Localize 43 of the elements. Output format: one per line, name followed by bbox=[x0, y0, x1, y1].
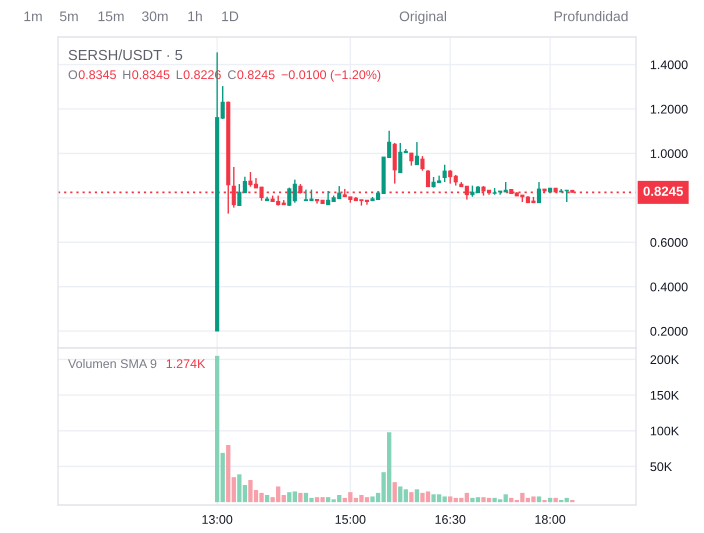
bar bbox=[548, 498, 552, 502]
text: 1m bbox=[24, 12, 42, 22]
y-tick-label: 150K bbox=[650, 390, 679, 400]
text: SERSH/USDT · 5 bbox=[68, 49, 182, 60]
y-tick-label: 50K bbox=[650, 462, 672, 472]
y-tick-label: 1.0000 bbox=[650, 149, 688, 158]
bar bbox=[553, 498, 558, 502]
text: 1D bbox=[222, 12, 238, 22]
y-tick-label: 1.2000 bbox=[650, 104, 688, 114]
bar bbox=[409, 492, 414, 502]
y-tick-label: 0.4000 bbox=[650, 282, 688, 292]
text: 30m bbox=[142, 11, 168, 22]
bar bbox=[298, 492, 303, 502]
annotation: H0.8345 bbox=[123, 70, 170, 80]
candlestick bbox=[426, 169, 430, 188]
annotation: 1.274K bbox=[166, 359, 206, 368]
y-tick-label: 1.4000 bbox=[650, 60, 688, 70]
annotation: C0.8245 bbox=[228, 70, 275, 80]
candlestick bbox=[420, 155, 425, 172]
text: Profundidad bbox=[554, 11, 628, 22]
y-tick-label: 100K bbox=[650, 426, 679, 436]
candlestick bbox=[442, 164, 447, 183]
text: 15m bbox=[98, 12, 124, 22]
annotation: −0.0100 (−1.20%) bbox=[282, 70, 380, 82]
candlestick bbox=[536, 181, 542, 204]
text: Original bbox=[400, 11, 446, 24]
y-tick-label: 0.2000 bbox=[650, 326, 688, 336]
x-tick-label: 13:00 bbox=[202, 515, 232, 524]
x-tick-label: 16:30 bbox=[436, 515, 466, 524]
bar bbox=[392, 482, 397, 502]
x-tick-label: 18:00 bbox=[535, 515, 566, 524]
ref-line-label: 0.8245 bbox=[644, 186, 683, 196]
candlestick bbox=[409, 152, 414, 166]
annotation: O0.8345 bbox=[68, 70, 116, 80]
bar bbox=[414, 489, 420, 502]
text: 1h bbox=[188, 11, 202, 22]
text: 5m bbox=[60, 12, 78, 22]
y-tick-label: 200K bbox=[650, 355, 679, 364]
x-tick-label: 15:00 bbox=[336, 515, 366, 524]
candlestick bbox=[414, 141, 419, 166]
bar bbox=[264, 495, 270, 502]
y-tick-label: 0.6000 bbox=[650, 238, 688, 247]
text: Volumen SMA 9 bbox=[68, 358, 156, 368]
